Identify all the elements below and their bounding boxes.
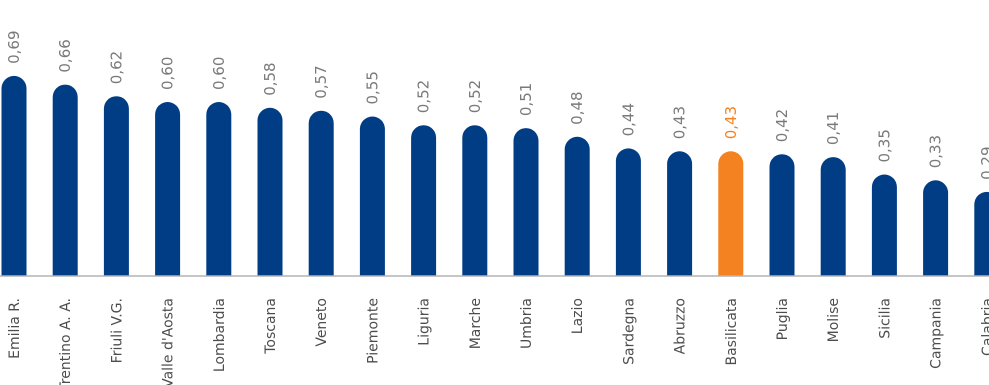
value-label-piemonte: 0,55 <box>363 71 381 104</box>
category-label-marche: Marche <box>468 298 484 349</box>
category-label-puglia: Puglia <box>775 298 791 340</box>
value-label-liguria: 0,52 <box>415 80 433 113</box>
category-label-sardegna: Sardegna <box>621 298 637 365</box>
value-label-campania: 0,33 <box>927 135 945 168</box>
bar-molise <box>820 157 846 276</box>
bar-abruzzo <box>667 151 693 276</box>
value-label-molise: 0,41 <box>824 112 842 145</box>
value-label-umbria: 0,51 <box>517 83 535 116</box>
category-label-toscana: Toscana <box>263 298 279 355</box>
value-label-lombardia: 0,60 <box>210 57 228 90</box>
category-label-emilia-r: Emilia R. <box>7 298 23 359</box>
bar-umbria <box>513 128 539 276</box>
value-label-sicilia: 0,35 <box>875 129 893 162</box>
category-label-molise: Molise <box>826 298 842 342</box>
bar-emilia-r <box>1 75 27 276</box>
bar-liguria <box>411 125 437 276</box>
bar-sicilia <box>871 174 897 276</box>
bar-puglia <box>769 154 795 276</box>
value-label-valle-d-aosta: 0,60 <box>159 57 177 90</box>
category-label-lombardia: Lombardia <box>212 298 228 372</box>
value-labels-group: 0,69 0,66 0,62 0,60 0,60 0,58 0,57 0,55 0,52 0,52… <box>5 30 989 179</box>
value-label-trentino-a-a: 0,66 <box>56 39 74 72</box>
bar-lombardia <box>206 102 232 276</box>
category-label-valle-d-aosta: Valle d'Aosta <box>161 298 177 385</box>
value-label-emilia-r: 0,69 <box>5 30 23 63</box>
value-label-abruzzo: 0,43 <box>671 106 689 139</box>
category-label-trentino-a-a: Trentino A. A. <box>58 298 74 385</box>
category-label-piemonte: Piemonte <box>365 298 381 364</box>
bar-basilicata <box>718 151 744 276</box>
value-label-basilicata: 0,43 <box>722 106 740 139</box>
category-label-campania: Campania <box>929 298 945 369</box>
value-label-marche: 0,52 <box>466 80 484 113</box>
bar-marche <box>462 125 488 276</box>
bar-lazio <box>564 136 590 276</box>
category-label-liguria: Liguria <box>417 298 433 346</box>
value-label-puglia: 0,42 <box>773 109 791 142</box>
value-label-sardegna: 0,44 <box>619 103 637 136</box>
category-label-friuli-v-g: Friuli V.G. <box>109 298 125 363</box>
category-labels-group: Emilia R. Trentino A. A. Friuli V.G. Valle … <box>7 298 989 385</box>
category-label-abruzzo: Abruzzo <box>673 298 689 354</box>
bar-toscana <box>257 107 283 277</box>
value-label-lazio: 0,48 <box>568 91 586 124</box>
category-label-basilicata: Basilicata <box>724 298 740 366</box>
bar-trentino-a-a <box>52 84 78 276</box>
bars-group <box>1 75 989 277</box>
bar-veneto <box>308 110 334 276</box>
bar-sardegna <box>615 148 641 276</box>
category-label-veneto: Veneto <box>314 298 330 347</box>
category-label-umbria: Umbria <box>519 298 535 349</box>
category-label-lazio: Lazio <box>570 298 586 334</box>
value-label-veneto: 0,57 <box>312 65 330 98</box>
category-label-calabria: Calabria <box>980 298 989 356</box>
bar-friuli-v-g <box>103 96 129 277</box>
value-label-friuli-v-g: 0,62 <box>107 51 125 84</box>
bar-piemonte <box>359 116 385 276</box>
value-label-calabria: 0,29 <box>978 146 989 179</box>
value-label-toscana: 0,58 <box>261 62 279 95</box>
bar-campania <box>923 180 949 276</box>
bar-valle-d-aosta <box>155 102 181 276</box>
bar-calabria <box>974 191 989 276</box>
category-label-sicilia: Sicilia <box>877 298 893 339</box>
